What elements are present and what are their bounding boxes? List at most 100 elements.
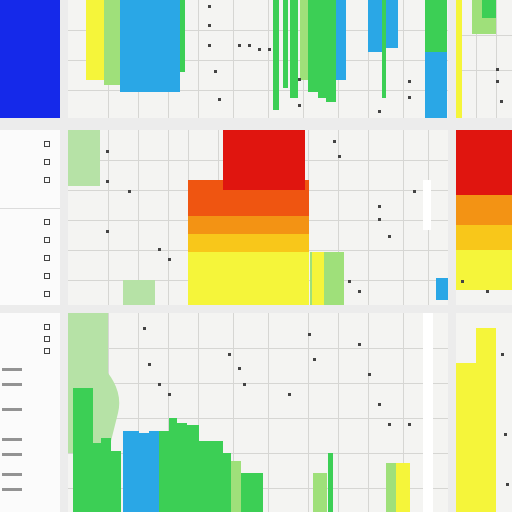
street-horizontal — [68, 60, 448, 61]
heat-cell — [263, 198, 279, 217]
street-vertical — [403, 130, 404, 305]
map-tile-top-right[interactable] — [456, 0, 512, 118]
legend-item[interactable] — [42, 176, 52, 184]
street-horizontal — [68, 90, 448, 91]
heat-bar — [253, 473, 261, 512]
street-label-mark — [413, 190, 416, 193]
street-vertical — [138, 313, 139, 512]
legend-item[interactable] — [42, 272, 52, 280]
heat-cell — [233, 288, 249, 305]
street-label-mark — [461, 280, 464, 283]
street-label-mark — [258, 48, 261, 51]
street-label-mark — [378, 110, 381, 113]
heat-cell — [218, 198, 234, 217]
heat-bar — [283, 0, 288, 88]
heat-cell — [233, 270, 249, 289]
map-control-strip — [423, 313, 433, 512]
heat-bar — [223, 453, 231, 512]
heat-cell — [233, 234, 249, 253]
street-vertical — [496, 0, 497, 118]
street-label-mark — [128, 190, 131, 193]
street-label-mark — [158, 383, 161, 386]
heat-bar — [313, 473, 327, 512]
legend-item[interactable] — [42, 140, 52, 148]
square-outline-icon — [44, 177, 50, 183]
street-label-mark — [238, 367, 241, 370]
street-label-mark — [408, 423, 411, 426]
heat-bar — [318, 0, 326, 98]
heat-cell — [233, 198, 249, 217]
heat-bar — [476, 328, 496, 512]
heat-bar — [169, 418, 177, 512]
map-tile-middle-center[interactable] — [68, 130, 448, 305]
square-outline-icon — [44, 219, 50, 225]
square-outline-icon — [44, 159, 50, 165]
heat-cell — [248, 288, 264, 305]
heat-bar — [382, 0, 386, 98]
heat-bar — [140, 0, 180, 92]
street-label-mark — [501, 353, 504, 356]
map-tile-top-center[interactable] — [68, 0, 448, 118]
square-outline-icon — [44, 255, 50, 261]
street-vertical — [308, 313, 309, 512]
street-label-mark — [358, 343, 361, 346]
legend-row-mark — [2, 438, 22, 441]
heat-bar — [386, 0, 398, 48]
heat-cell — [203, 180, 219, 199]
map-tile-middle-right[interactable] — [456, 130, 512, 305]
heat-bar — [149, 431, 159, 512]
street-label-mark — [208, 24, 211, 27]
heat-cell — [188, 180, 204, 199]
legend-item[interactable] — [42, 290, 52, 298]
legend-item[interactable] — [42, 236, 52, 244]
layer-toggle-icon — [436, 278, 448, 300]
street-label-mark — [298, 104, 301, 107]
legend-item[interactable] — [42, 323, 52, 331]
legend-item[interactable] — [42, 218, 52, 226]
heat-cell — [203, 252, 219, 271]
heat-cell — [248, 216, 264, 235]
heat-bar — [336, 0, 346, 80]
street-vertical — [233, 313, 234, 512]
square-outline-icon — [44, 273, 50, 279]
street-horizontal — [68, 418, 448, 419]
legend-item[interactable] — [42, 254, 52, 262]
heat-cell — [188, 216, 204, 235]
street-vertical — [268, 0, 269, 118]
heat-bar — [111, 451, 121, 512]
heat-cell — [248, 270, 264, 289]
map-tile-bottom-right[interactable] — [456, 313, 512, 512]
heat-cell — [263, 216, 279, 235]
heat-bar — [159, 431, 169, 512]
street-label-mark — [333, 140, 336, 143]
heat-cell — [248, 234, 264, 253]
legend-item[interactable] — [42, 158, 52, 166]
park-area — [123, 280, 155, 305]
heat-cell — [188, 198, 204, 217]
street-label-mark — [338, 155, 341, 158]
square-outline-icon — [44, 291, 50, 297]
heat-bar — [273, 0, 279, 110]
heat-bar — [199, 441, 213, 512]
square-outline-icon — [44, 237, 50, 243]
street-label-mark — [313, 358, 316, 361]
heat-cell — [203, 216, 219, 235]
street-vertical — [338, 130, 339, 305]
street-vertical — [268, 313, 269, 512]
street-vertical — [368, 0, 369, 118]
map-control-strip — [423, 180, 431, 230]
heat-bar — [328, 453, 333, 512]
map-tile-bottom-center[interactable] — [68, 313, 448, 512]
heat-cell — [456, 225, 512, 250]
heat-cell — [456, 130, 512, 195]
legend-item[interactable] — [42, 335, 52, 343]
legend-item[interactable] — [42, 347, 52, 355]
heat-bar — [258, 473, 263, 512]
street-label-mark — [248, 44, 251, 47]
heat-bar — [386, 463, 396, 512]
heat-bar — [101, 438, 111, 512]
street-label-mark — [106, 180, 109, 183]
street-vertical — [368, 130, 369, 305]
street-vertical — [168, 130, 169, 305]
street-label-mark — [378, 205, 381, 208]
